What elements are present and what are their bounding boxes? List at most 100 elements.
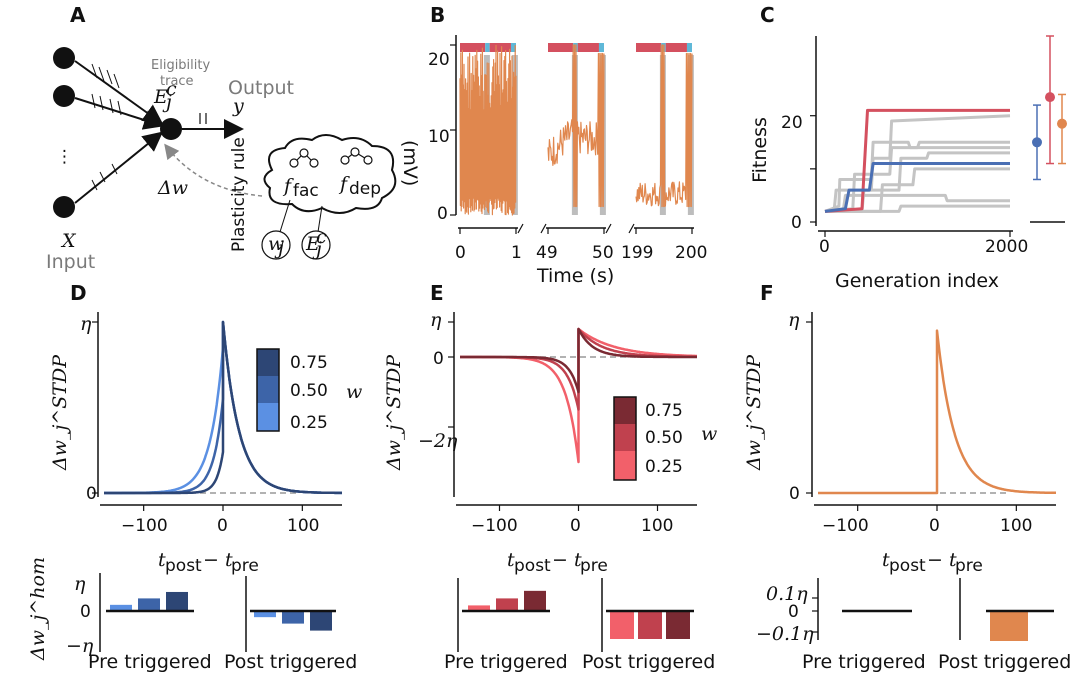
svg-text:− t: − t [927,549,957,571]
output-label: Output [228,77,294,99]
svg-text:t: t [158,549,166,571]
input-symbol: X [60,230,77,252]
e-xtick-100: 100 [641,516,673,536]
d-legend-swatch-075 [257,349,279,376]
d-legend-title: w [346,381,362,403]
panel-label-e: E [430,281,444,305]
b-break-1-a [605,223,612,234]
d-hom-ytick-neg-eta: −η [66,635,94,657]
d-legend-swatch-050 [257,376,279,403]
synapse-line-3 [74,131,164,204]
d-legend-025: 0.25 [290,413,328,433]
d-ytick-eta: η [80,313,92,335]
d-legend-075: 0.75 [290,353,328,373]
plasticity-rule-label: Plasticity rule [229,137,249,252]
panel-c-fitness: Fitness Generation index 0 20 0 2000 [749,113,1028,292]
e-pre-triggered: Pre triggered [444,651,568,673]
b-xtick-200: 200 [675,243,707,263]
wj-sub: j [274,237,284,259]
f-ytick-0: 0 [789,484,800,504]
input-neuron-3 [53,196,75,218]
b-phase-red-0-b [489,43,511,52]
c-errbar-mean-red [1045,92,1055,103]
d-hom-ytick-0: 0 [80,602,91,622]
f-hom-ytick-neg01eta: −0.1η [756,623,814,645]
e-hom-pre-bar-0 [468,605,490,611]
e-post-triggered: Post triggered [582,651,715,673]
b-ytick-0: 0 [437,204,448,224]
e-legend-title: w [701,423,717,445]
e-hom-post-bar-2 [666,611,690,639]
b-ylabel: (mV) [399,140,421,186]
e-ylabel: Δw_j^STDP [383,354,405,471]
b-xlabel: Time (s) [536,265,614,287]
d-ylabel: Δw_j^STDP [49,354,71,471]
plasticity-arrow [164,143,263,197]
chart-marks [92,35,1067,652]
c-gray-run-0 [824,140,1010,213]
panel-label-c: C [760,3,775,27]
d-legend-box [256,348,280,432]
d-hom-ylabel: Δw_j^hom [27,557,49,661]
d-pre-triggered: Pre triggered [88,651,212,673]
f-dep-sub: dep [349,179,381,199]
b-phase-cyan-2-b [686,43,692,52]
e-hom-post-bar-0 [610,611,634,639]
f-pre-triggered: Pre triggered [802,651,926,673]
synapse-line-2 [74,97,164,130]
synapse-line-1 [74,60,164,125]
neuron-diagram: ⋮ Eligibility trace E c j Output y X Inp… [46,47,397,273]
input-neuron-2 [53,85,75,107]
c-xtick-0: 0 [819,237,830,257]
input-neuron-1 [53,47,75,69]
d-hom-ytick-eta: η [74,573,86,595]
e-xlabel: t post − t pre [507,549,608,576]
b-ytick-10: 10 [428,127,450,147]
rule-graph-dep [340,147,373,165]
d-hom-pre-bar-1 [138,598,160,611]
f-hom-post-bar-0 [990,611,1028,641]
b-phase-cyan-1-b [598,43,604,52]
e-legend-075: 0.75 [645,401,683,421]
ellipsis-dots: ⋮ [56,147,73,167]
b-trace-seg-0 [459,44,517,216]
svg-text:t: t [507,549,515,571]
svg-text:pre: pre [580,556,608,576]
panel-b-voltage-traces: (mV) Time (s) 20 10 0 0 1 49 50 199 200 [399,50,707,287]
delta-w-label: Δw [157,177,188,199]
eligibility-sub: j [162,91,172,113]
d-hom-post-bar-1 [282,611,304,624]
ej-sup: c [316,226,327,248]
c-xlabel: Generation index [835,270,999,292]
b-break-0-a [517,223,524,234]
b-ytick-20: 20 [428,50,450,70]
c-errbar-mean-blue [1032,137,1042,148]
e-xtick-0: 0 [570,516,581,536]
d-hom-pre-bar-2 [166,591,188,611]
b-phase-red-1-b [577,43,599,52]
f-dep-label: f [338,173,350,195]
b-phase-red-1-a [548,43,574,52]
d-legend-050: 0.50 [290,381,328,401]
output-symbol: y [232,95,244,117]
e-legend-swatch-075 [614,397,636,424]
b-xtick-0: 0 [455,243,466,263]
d-ytick-0: 0 [86,484,97,504]
e-curve-w=0.75 [459,327,698,394]
b-phase-cyan-0-a [485,43,490,52]
panel-label-f: F [760,281,774,305]
f-xtick-0: 0 [929,516,940,536]
eligibility-label-line1: Eligibility [151,58,210,73]
b-phase-red-0-a [460,43,486,52]
panel-label-a: A [70,3,86,27]
link-ej [317,205,323,233]
d-hom-post-bar-2 [310,611,332,631]
svg-text:post: post [514,556,551,576]
d-curve-w=0.75 [103,320,343,495]
f-hom-ytick-0: 0 [788,602,799,622]
b-phase-red-2-a [636,43,662,52]
d-xtick-100: 100 [287,516,319,536]
eligibility-symbol: E [153,86,168,108]
d-xtick-neg100: −100 [121,516,168,536]
